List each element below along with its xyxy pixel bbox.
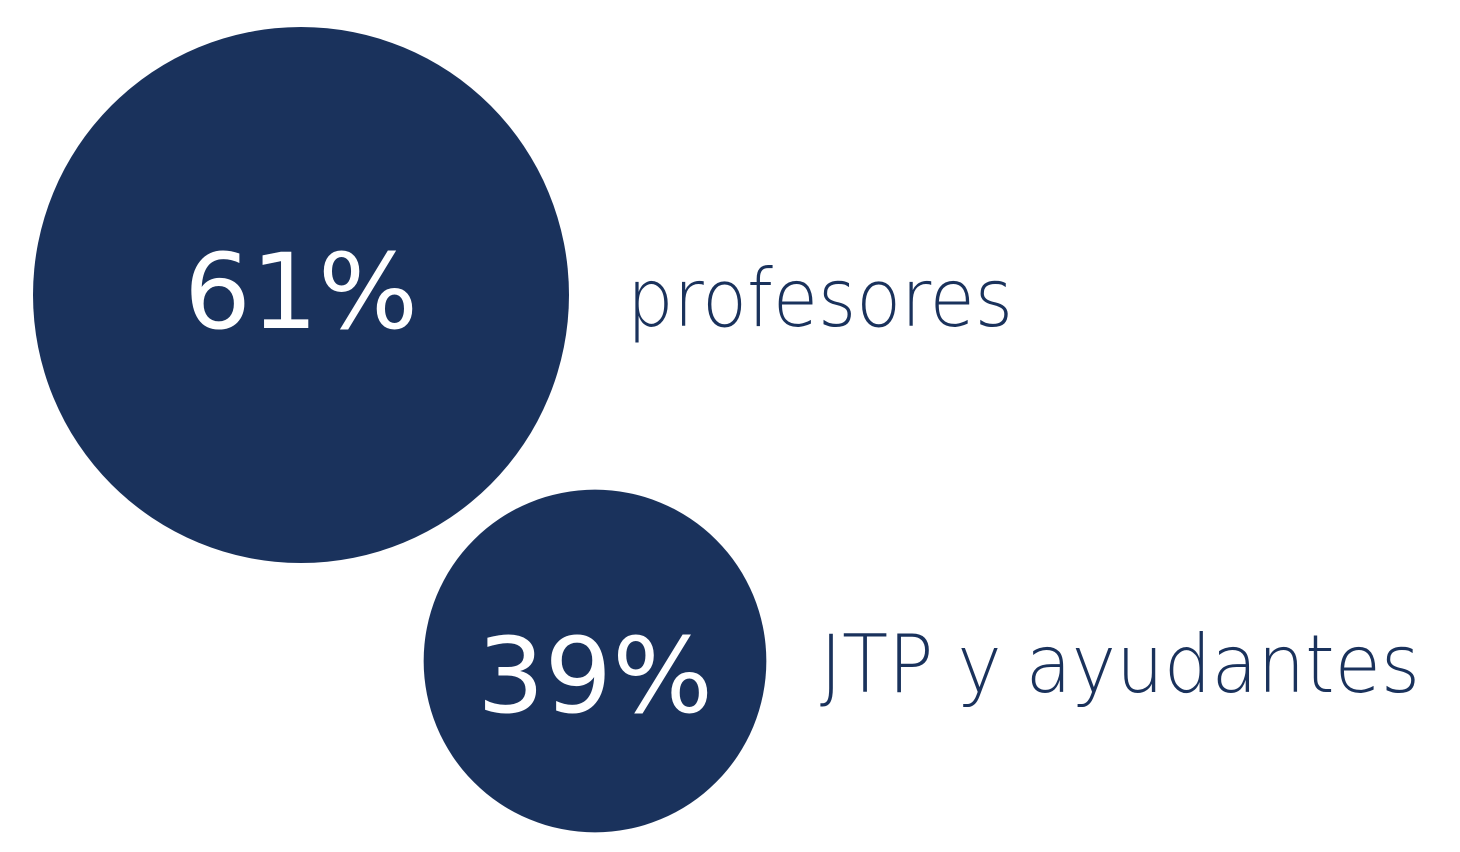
bubble [33,27,569,563]
category-label: JTP y ayudantes [820,618,1420,711]
category-label: profesores [627,252,1013,345]
value-label: 61% [184,231,418,353]
value-label: 39% [477,615,713,737]
bubble [423,489,767,833]
